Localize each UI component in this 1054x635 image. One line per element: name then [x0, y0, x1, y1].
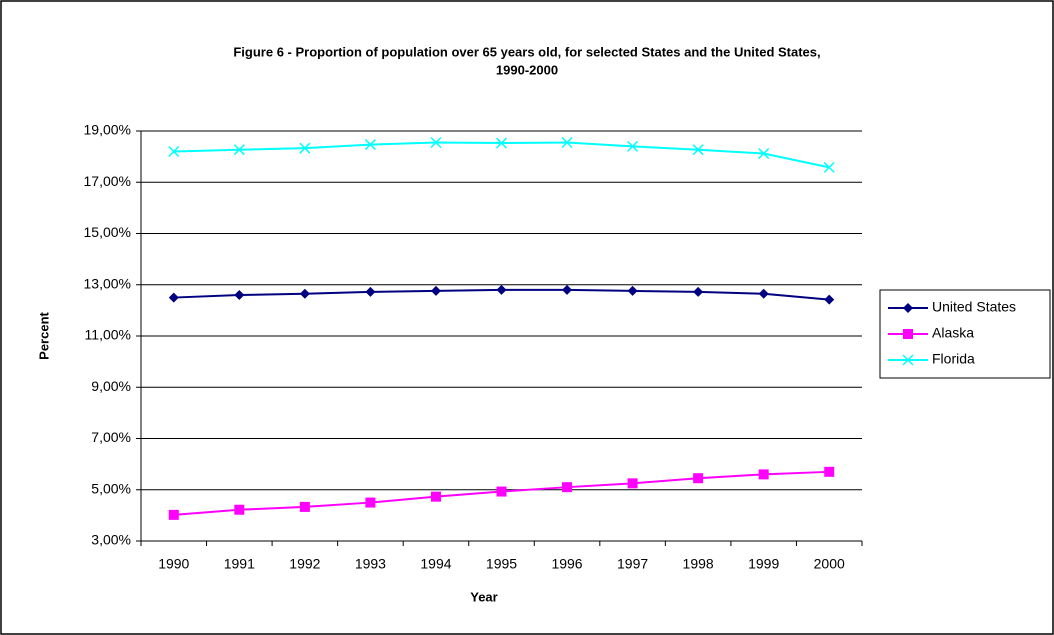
x-axis-title: Year: [470, 589, 497, 604]
data-point: [168, 509, 179, 520]
data-point: [562, 482, 573, 493]
data-point: [299, 501, 310, 512]
y-tick-label: 15,00%: [84, 224, 131, 240]
data-point: [168, 145, 180, 158]
data-point: [496, 284, 507, 295]
x-tick-label: 1997: [617, 556, 648, 572]
data-point: [299, 142, 311, 154]
data-point: [692, 144, 704, 156]
y-tick-label: 3,00%: [91, 532, 131, 548]
data-point: [168, 292, 179, 303]
data-point: [299, 288, 310, 299]
x-tick-label: 1998: [683, 556, 714, 572]
legend-marker: [903, 303, 913, 313]
x-tick-label: 1994: [420, 556, 451, 572]
data-point: [365, 286, 376, 297]
data-point: [627, 140, 639, 152]
y-tick-label: 5,00%: [91, 480, 131, 496]
x-tick-label: 1995: [486, 556, 517, 572]
y-axis-title: Percent: [36, 311, 51, 359]
legend-label: Alaska: [932, 325, 974, 341]
data-point: [430, 285, 441, 296]
legend-label: United States: [932, 299, 1016, 315]
y-tick-label: 9,00%: [91, 378, 131, 394]
data-point: [693, 286, 704, 297]
x-tick-label: 1990: [158, 556, 189, 572]
data-point: [561, 137, 573, 149]
data-point: [234, 290, 245, 300]
x-tick-label: 1993: [355, 556, 386, 572]
data-point: [824, 294, 835, 305]
legend-marker: [902, 354, 914, 366]
y-tick-label: 11,00%: [85, 327, 131, 343]
chart-title: 1990-2000: [496, 62, 558, 77]
data-point: [693, 473, 704, 484]
data-point: [365, 497, 376, 508]
x-tick-label: 1996: [551, 556, 582, 572]
x-tick-label: 1992: [289, 556, 320, 572]
x-tick-label: 2000: [814, 556, 845, 572]
data-point: [364, 139, 376, 151]
y-tick-label: 17,00%: [84, 173, 131, 189]
data-point: [758, 148, 770, 160]
data-point: [823, 161, 835, 173]
y-tick-label: 13,00%: [84, 275, 131, 291]
y-tick-label: 19,00%: [84, 122, 131, 138]
chart-title: Figure 6 - Proportion of population over…: [233, 44, 820, 59]
x-tick-label: 1991: [224, 556, 255, 572]
data-point: [758, 288, 769, 299]
data-point: [562, 284, 573, 295]
data-point: [234, 504, 245, 515]
legend-marker: [903, 329, 913, 339]
data-point: [233, 144, 245, 156]
data-point: [627, 478, 638, 489]
data-point: [430, 137, 442, 149]
legend-label: Florida: [932, 351, 975, 367]
data-point: [496, 486, 507, 497]
data-point: [627, 285, 638, 296]
data-point: [430, 491, 441, 502]
data-point: [824, 466, 835, 477]
y-tick-label: 7,00%: [91, 429, 131, 445]
x-tick-label: 1999: [748, 556, 779, 572]
data-point: [495, 137, 508, 149]
data-point: [758, 469, 769, 480]
